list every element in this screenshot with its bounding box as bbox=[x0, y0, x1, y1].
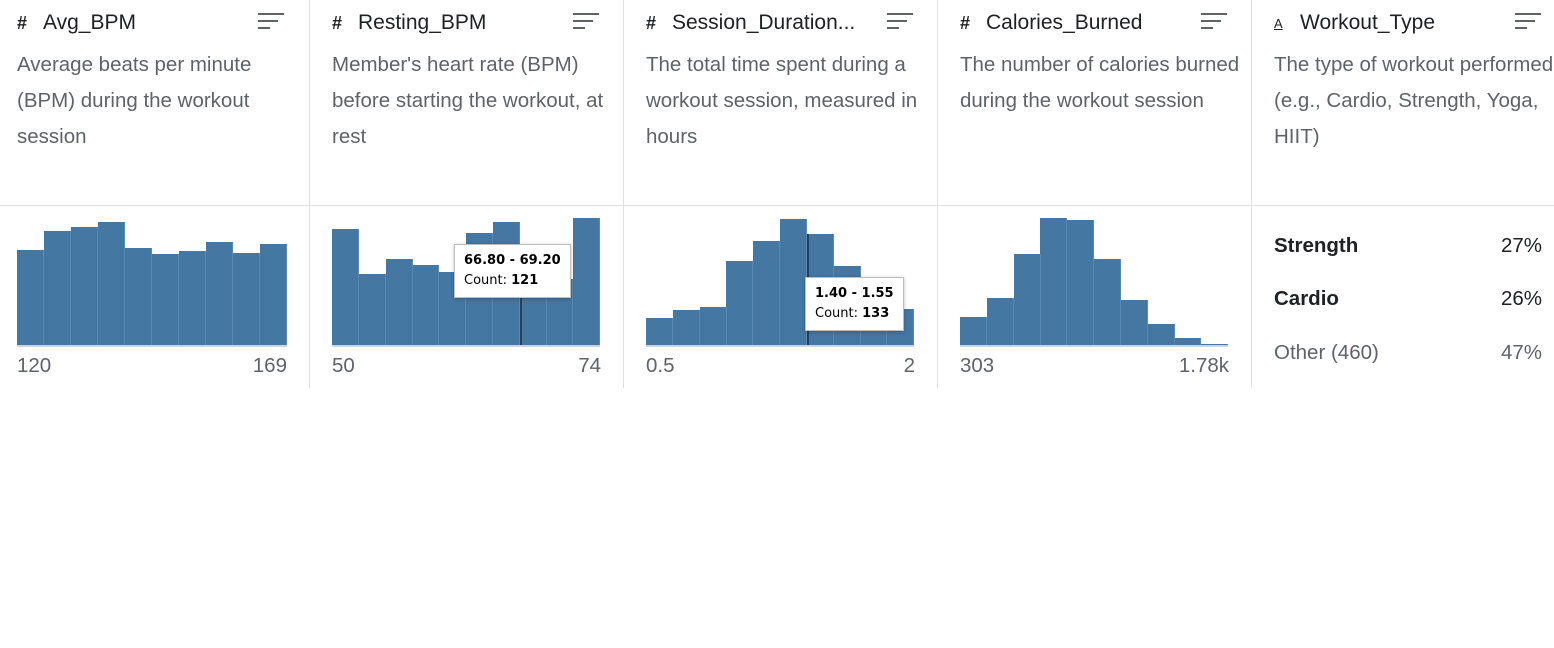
sort-icon[interactable] bbox=[573, 13, 599, 31]
numeric-type-icon: # bbox=[332, 12, 343, 33]
histogram-bar[interactable] bbox=[1094, 259, 1121, 347]
range-max: 1.78k bbox=[1178, 354, 1229, 377]
histogram-bar[interactable] bbox=[17, 249, 44, 347]
numeric-type-icon: # bbox=[17, 12, 28, 33]
column-description: Member's heart rate (BPM) before startin… bbox=[332, 53, 604, 148]
histogram-tooltip: 66.80 - 69.20 Count: 121 bbox=[454, 244, 571, 298]
column-description: The type of workout performed (e.g., Car… bbox=[1274, 53, 1554, 148]
category-label[interactable]: Strength bbox=[1274, 234, 1359, 257]
histogram-bar[interactable] bbox=[260, 244, 287, 347]
histogram-bar[interactable] bbox=[332, 229, 359, 347]
column-resting-bpm: # Resting_BPM Member's heart rate (BPM) … bbox=[309, 0, 624, 388]
column-name: Workout_Type bbox=[1300, 11, 1436, 34]
column-description: Average beats per minute (BPM) during th… bbox=[17, 53, 252, 148]
category-percent: 47% bbox=[1500, 341, 1542, 364]
sort-icon[interactable] bbox=[887, 13, 913, 31]
histogram-bar[interactable] bbox=[71, 227, 98, 347]
data-table-summary: # Avg_BPM Average beats per minute (BPM)… bbox=[0, 0, 1554, 388]
range-max: 169 bbox=[252, 354, 287, 377]
histogram-bar[interactable] bbox=[699, 306, 727, 347]
column-workout-type: A Workout_Type The type of workout perfo… bbox=[1251, 0, 1554, 388]
numeric-type-icon: # bbox=[646, 12, 657, 33]
column-name: Session_Duration... bbox=[672, 11, 856, 34]
column-header[interactable]: # Session_Duration... bbox=[646, 8, 855, 38]
tooltip-count-label: Count: bbox=[815, 306, 858, 321]
histogram-bar[interactable] bbox=[358, 273, 386, 347]
histogram-bar[interactable] bbox=[780, 219, 807, 347]
header-divider bbox=[0, 205, 1554, 206]
sort-icon[interactable] bbox=[1515, 13, 1541, 31]
tooltip-count: 121 bbox=[511, 273, 539, 288]
sort-icon[interactable] bbox=[1201, 13, 1227, 31]
column-calories-burned: # Calories_Burned The number of calories… bbox=[937, 0, 1252, 388]
tooltip-range: 66.80 - 69.20 bbox=[464, 253, 561, 268]
histogram-bar[interactable] bbox=[98, 222, 125, 347]
category-label[interactable]: Cardio bbox=[1274, 287, 1339, 310]
range-min: 50 bbox=[332, 354, 355, 377]
histogram-bar[interactable] bbox=[179, 250, 206, 347]
histogram-bar[interactable] bbox=[385, 258, 413, 347]
range-max: 74 bbox=[578, 354, 601, 377]
column-description: The total time spent during a workout se… bbox=[646, 53, 918, 148]
column-avg-bpm: # Avg_BPM Average beats per minute (BPM)… bbox=[0, 0, 310, 388]
range-min: 303 bbox=[960, 354, 995, 377]
histogram-bar[interactable] bbox=[152, 253, 179, 347]
histogram-bar[interactable] bbox=[672, 310, 700, 347]
histogram[interactable] bbox=[17, 215, 287, 347]
range-min: 0.5 bbox=[646, 354, 675, 377]
column-header[interactable]: A Workout_Type bbox=[1274, 8, 1435, 38]
histogram-bar[interactable] bbox=[960, 316, 987, 347]
column-name: Resting_BPM bbox=[358, 11, 487, 34]
histogram-bar[interactable] bbox=[753, 241, 781, 347]
column-description: The number of calories burned during the… bbox=[960, 53, 1240, 112]
range-max: 2 bbox=[903, 354, 915, 377]
histogram-bar[interactable] bbox=[1040, 217, 1068, 347]
numeric-type-icon: # bbox=[960, 12, 971, 33]
column-header[interactable]: # Calories_Burned bbox=[960, 8, 1142, 38]
histogram-bar[interactable] bbox=[1174, 337, 1202, 347]
column-name: Avg_BPM bbox=[43, 11, 136, 34]
histogram-bar[interactable] bbox=[986, 297, 1014, 347]
column-session-duration: # Session_Duration... The total time spe… bbox=[623, 0, 938, 388]
tooltip-count: 133 bbox=[862, 306, 890, 321]
histogram-tooltip: 1.40 - 1.55 Count: 133 bbox=[805, 277, 904, 331]
tooltip-count-label: Count: bbox=[464, 273, 507, 288]
histogram-bar[interactable] bbox=[1147, 324, 1175, 347]
category-percent: 27% bbox=[1500, 234, 1542, 257]
histogram[interactable] bbox=[960, 215, 1229, 347]
histogram-bar[interactable] bbox=[1120, 300, 1148, 347]
histogram-bar[interactable] bbox=[206, 242, 233, 347]
histogram-bar[interactable] bbox=[125, 247, 152, 347]
column-header[interactable]: # Avg_BPM bbox=[17, 8, 136, 38]
tooltip-range: 1.40 - 1.55 bbox=[815, 286, 894, 301]
histogram-bar[interactable] bbox=[1067, 220, 1095, 347]
sort-icon[interactable] bbox=[258, 13, 284, 31]
range-min: 120 bbox=[17, 354, 52, 377]
text-type-icon: A bbox=[1274, 15, 1283, 31]
column-header[interactable]: # Resting_BPM bbox=[332, 8, 486, 38]
category-label[interactable]: Other (460) bbox=[1274, 341, 1379, 364]
histogram-bar[interactable] bbox=[412, 264, 440, 347]
histogram-bar[interactable] bbox=[646, 318, 673, 347]
histogram-bar[interactable] bbox=[233, 252, 260, 347]
column-name: Calories_Burned bbox=[986, 11, 1143, 34]
category-percent: 26% bbox=[1500, 287, 1542, 310]
histogram-bar[interactable] bbox=[573, 218, 601, 347]
histogram-bar[interactable] bbox=[1013, 253, 1041, 347]
histogram-bar[interactable] bbox=[44, 231, 71, 347]
histogram-bar[interactable] bbox=[726, 261, 754, 347]
